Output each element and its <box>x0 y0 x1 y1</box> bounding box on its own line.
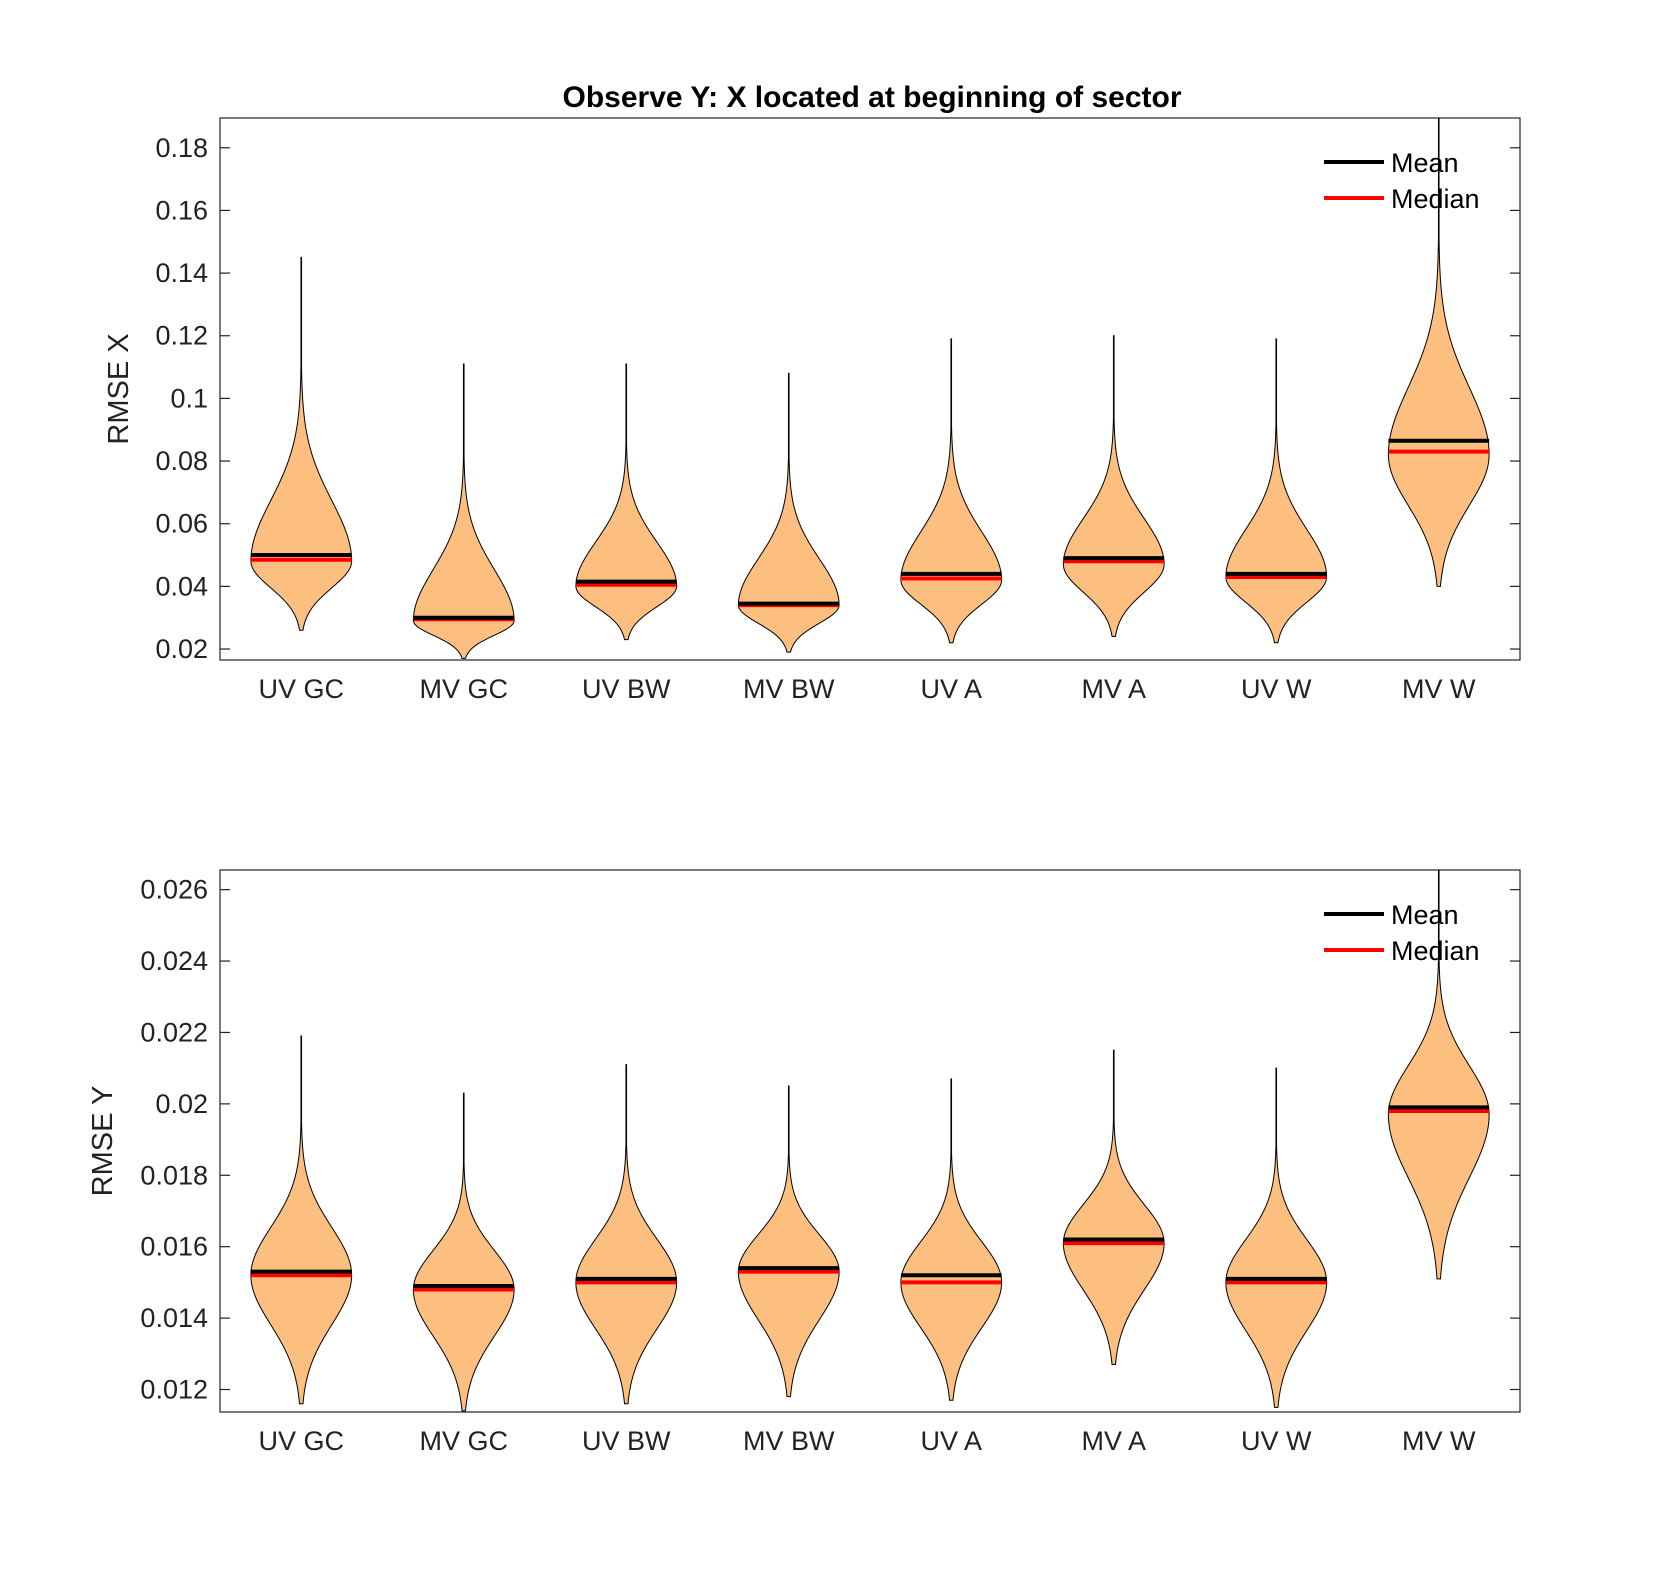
y-tick-label: 0.16 <box>155 195 208 225</box>
y-tick-label: 0.026 <box>140 875 208 905</box>
violin-mv-gc <box>412 363 515 659</box>
x-tick-label: UV W <box>1241 1426 1312 1456</box>
violin-mv-a <box>1062 1049 1165 1366</box>
violin-uv-a <box>900 1078 1003 1401</box>
violin-mv-w <box>1387 869 1490 1280</box>
y-tick-label: 0.04 <box>155 571 208 601</box>
top-violin-panel: 0.02 0.04 0.06 0.08 0.1 0.12 0.14 0.16 0.18 RMSE … <box>103 117 1521 704</box>
legend-mean-label: Mean <box>1391 900 1459 930</box>
y-tick-label: 0.14 <box>155 258 208 288</box>
x-tick-label: UV GC <box>258 674 344 704</box>
y-tick-label: 0.014 <box>140 1303 208 1333</box>
axes-frame <box>219 117 1521 661</box>
legend: Mean Median <box>1324 148 1480 214</box>
violin-uv-w <box>1225 338 1328 644</box>
bottom-violin-panel: 0.012 0.014 0.016 0.018 0.02 0.022 0.024 0.026 R… <box>87 869 1521 1456</box>
legend-mean-label: Mean <box>1391 148 1459 178</box>
y-tick-label: 0.1 <box>170 383 208 413</box>
violin-mv-a <box>1062 335 1165 637</box>
x-tick-label: UV BW <box>582 1426 671 1456</box>
x-tick-label: MV BW <box>743 1426 835 1456</box>
legend: Mean Median <box>1324 900 1480 966</box>
violin-mv-bw <box>737 372 840 653</box>
y-tick-label: 0.06 <box>155 509 208 539</box>
x-tick-label: MV W <box>1402 674 1476 704</box>
figure-title: Observe Y: X located at beginning of sec… <box>562 81 1181 114</box>
y-tick-label: 0.016 <box>140 1232 208 1262</box>
x-tick-label: UV GC <box>258 1426 344 1456</box>
y-tick-label: 0.02 <box>155 1089 208 1119</box>
violin-uv-bw <box>575 363 678 641</box>
x-tick-label: UV W <box>1241 674 1312 704</box>
x-tick-label: MV GC <box>419 674 508 704</box>
y-tick-label: 0.02 <box>155 634 208 664</box>
y-tick-label: 0.18 <box>155 133 208 163</box>
axes-frame <box>219 869 1521 1413</box>
y-tick-label: 0.022 <box>140 1017 208 1047</box>
violin-uv-w <box>1225 1067 1328 1408</box>
violin-uv-gc <box>250 1035 353 1405</box>
legend-median-label: Median <box>1391 936 1480 966</box>
violin-uv-gc <box>250 256 353 631</box>
y-axis-label: RMSE X <box>103 333 135 444</box>
x-tick-label: MV GC <box>419 1426 508 1456</box>
violin-uv-a <box>900 338 1003 644</box>
legend-median-label: Median <box>1391 184 1480 214</box>
y-axis-label: RMSE Y <box>87 1086 119 1197</box>
y-tick-label: 0.12 <box>155 321 208 351</box>
x-tick-label: MV A <box>1081 1426 1146 1456</box>
violin-mv-bw <box>737 1085 840 1398</box>
y-tick-label: 0.024 <box>140 946 208 976</box>
x-tick-label: MV BW <box>743 674 835 704</box>
x-tick-label: UV A <box>920 1426 982 1456</box>
violin-mv-gc <box>412 1092 515 1412</box>
x-tick-label: UV BW <box>582 674 671 704</box>
x-tick-label: MV W <box>1402 1426 1476 1456</box>
y-tick-label: 0.012 <box>140 1375 208 1405</box>
x-tick-label: MV A <box>1081 674 1146 704</box>
violin-uv-bw <box>575 1064 678 1405</box>
violin-mv-w <box>1387 117 1490 587</box>
x-tick-label: UV A <box>920 674 982 704</box>
y-tick-label: 0.018 <box>140 1160 208 1190</box>
y-tick-label: 0.08 <box>155 446 208 476</box>
